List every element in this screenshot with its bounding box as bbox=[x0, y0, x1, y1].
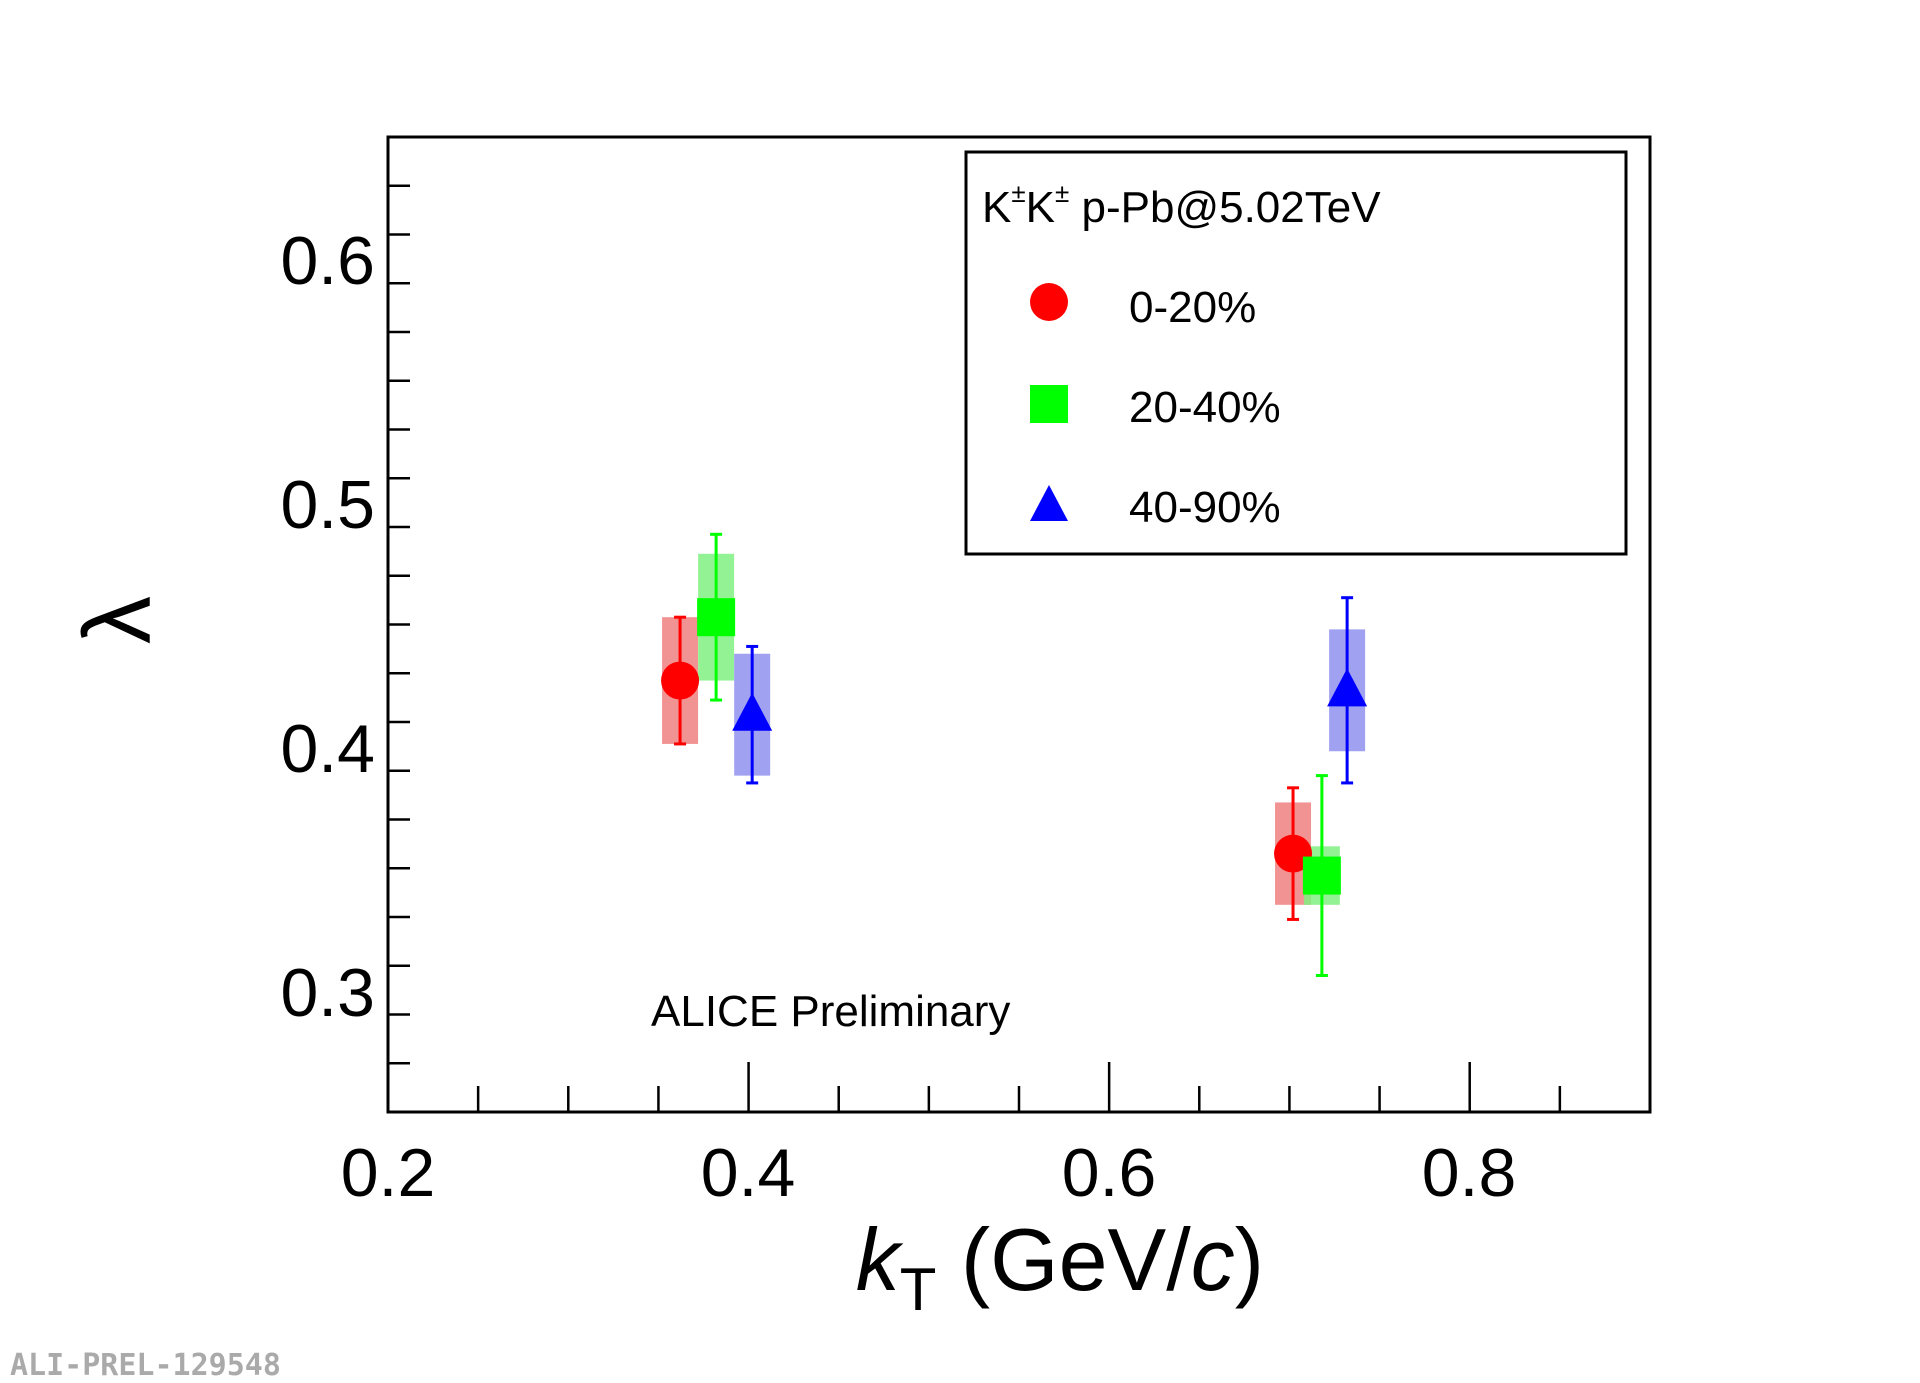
x-tick-label-1: 0.4 bbox=[701, 1135, 796, 1211]
y-axis-ticks bbox=[388, 135, 410, 1114]
legend-label-0-20: 0-20% bbox=[1129, 283, 1256, 332]
legend-label-20-40: 20-40% bbox=[1129, 383, 1281, 432]
annotation-alice-preliminary: ALICE Preliminary bbox=[651, 987, 1010, 1036]
data-point-40-90% bbox=[1327, 668, 1368, 707]
data-point-0-20% bbox=[1274, 834, 1313, 873]
watermark-id: ALI-PREL-129548 bbox=[10, 1348, 281, 1383]
legend-title: K±K± p-Pb@5.02TeV bbox=[982, 178, 1381, 232]
legend-box bbox=[964, 150, 1628, 556]
y-axis-title: λ bbox=[64, 596, 171, 644]
x-axis-ticks bbox=[386, 1062, 1652, 1112]
data-point-0-20% bbox=[661, 661, 700, 700]
data-markers bbox=[661, 598, 1368, 895]
y-tick-label-0: 0.3 bbox=[280, 955, 375, 1031]
legend-marker-20-40 bbox=[1030, 385, 1068, 423]
y-tick-label-1: 0.4 bbox=[280, 711, 375, 787]
x-tick-label-2: 0.6 bbox=[1062, 1135, 1157, 1211]
x-tick-label-3: 0.8 bbox=[1422, 1135, 1517, 1211]
x-tick-label-0: 0.2 bbox=[341, 1135, 436, 1211]
data-point-20-40% bbox=[697, 598, 736, 637]
y-tick-label-3: 0.6 bbox=[280, 223, 375, 299]
y-tick-label-2: 0.5 bbox=[280, 467, 375, 543]
data-point-40-90% bbox=[732, 692, 773, 731]
data-point-20-40% bbox=[1302, 856, 1341, 895]
legend-marker-0-20 bbox=[1030, 283, 1068, 321]
x-axis-title: kT (GeV/c) bbox=[856, 1210, 1264, 1323]
legend-marker-40-90 bbox=[1030, 485, 1068, 521]
legend: K±K± p-Pb@5.02TeV 0-20% 20-40% 40-90% bbox=[964, 150, 1628, 556]
legend-label-40-90: 40-90% bbox=[1129, 483, 1281, 532]
statistical-error-bars bbox=[674, 532, 1354, 977]
